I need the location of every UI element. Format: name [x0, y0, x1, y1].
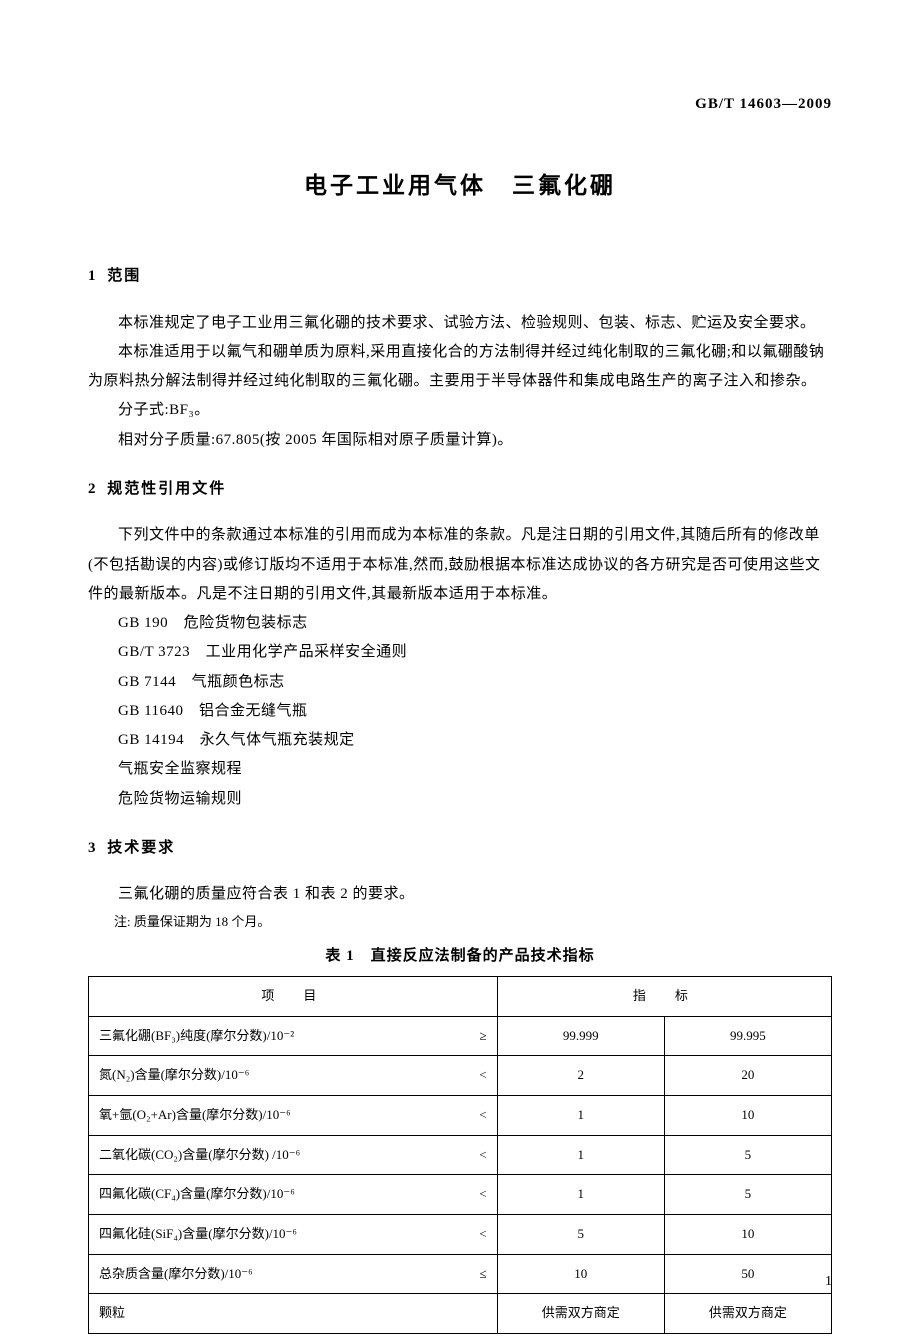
table-row: 三氟化硼(BF₃)纯度(摩尔分数)/10⁻² ≥ 99.999 99.995 — [89, 1016, 832, 1056]
table-row: 总杂质含量(摩尔分数)/10⁻⁶ ≤ 10 50 — [89, 1254, 832, 1294]
table-row: 氮(N₂)含量(摩尔分数)/10⁻⁶ < 2 20 — [89, 1056, 832, 1096]
cell-op: < — [479, 1222, 486, 1247]
table-cell: 50 — [664, 1254, 831, 1294]
table-cell: 10 — [497, 1254, 664, 1294]
section-1-paragraph: 分子式:BF₃。 — [88, 396, 832, 425]
cell-op: < — [479, 1063, 486, 1088]
section-3-header: 3 技术要求 — [88, 834, 832, 863]
table-cell: 二氧化碳(CO₂)含量(摩尔分数) /10⁻⁶ < — [89, 1135, 498, 1175]
table-cell: 10 — [664, 1215, 831, 1255]
cell-item: 氮(N₂)含量(摩尔分数)/10⁻⁶ — [99, 1067, 249, 1082]
table-cell: 5 — [664, 1175, 831, 1215]
section-2-name: 规范性引用文件 — [107, 481, 226, 497]
cell-op: ≥ — [480, 1024, 487, 1049]
reference-item: 危险货物运输规则 — [88, 785, 832, 814]
section-1-paragraph: 相对分子质量:67.805(按 2005 年国际相对原子质量计算)。 — [88, 426, 832, 455]
table-cell: 四氟化碳(CF₄)含量(摩尔分数)/10⁻⁶ < — [89, 1175, 498, 1215]
section-3-name: 技术要求 — [107, 840, 175, 856]
table-header-row: 项 目 指 标 — [89, 976, 832, 1016]
table-row: 四氟化硅(SiF₄)含量(摩尔分数)/10⁻⁶ < 5 10 — [89, 1215, 832, 1255]
table-cell: 供需双方商定 — [497, 1294, 664, 1334]
cell-item: 四氟化硅(SiF₄)含量(摩尔分数)/10⁻⁶ — [99, 1226, 297, 1241]
cell-op: < — [479, 1143, 486, 1168]
section-1-paragraph: 本标准规定了电子工业用三氟化硼的技术要求、试验方法、检验规则、包装、标志、贮运及… — [88, 309, 832, 338]
table-row: 二氧化碳(CO₂)含量(摩尔分数) /10⁻⁶ < 1 5 — [89, 1135, 832, 1175]
reference-item: GB/T 3723 工业用化学产品采样安全通则 — [88, 638, 832, 667]
table-header-item: 项 目 — [89, 976, 498, 1016]
table-cell: 1 — [497, 1095, 664, 1135]
table-row: 氧+氩(O₂+Ar)含量(摩尔分数)/10⁻⁶ < 1 10 — [89, 1095, 832, 1135]
cell-op: < — [479, 1103, 486, 1128]
section-1-number: 1 — [88, 262, 96, 291]
cell-item: 四氟化碳(CF₄)含量(摩尔分数)/10⁻⁶ — [99, 1186, 295, 1201]
table-cell: 2 — [497, 1056, 664, 1096]
table-cell: 10 — [664, 1095, 831, 1135]
table-cell: 氮(N₂)含量(摩尔分数)/10⁻⁶ < — [89, 1056, 498, 1096]
cell-item: 二氧化碳(CO₂)含量(摩尔分数) /10⁻⁶ — [99, 1147, 300, 1162]
section-1-name: 范围 — [107, 268, 141, 284]
table-caption: 表 1 直接反应法制备的产品技术指标 — [88, 942, 832, 971]
table-cell: 20 — [664, 1056, 831, 1096]
section-3-note: 注: 质量保证期为 18 个月。 — [88, 910, 832, 935]
cell-op: ≤ — [480, 1262, 487, 1287]
table-header-spec: 指 标 — [497, 976, 831, 1016]
table-cell: 四氟化硅(SiF₄)含量(摩尔分数)/10⁻⁶ < — [89, 1215, 498, 1255]
reference-item: GB 14194 永久气体气瓶充装规定 — [88, 726, 832, 755]
table-cell: 氧+氩(O₂+Ar)含量(摩尔分数)/10⁻⁶ < — [89, 1095, 498, 1135]
table-row: 颗粒 供需双方商定 供需双方商定 — [89, 1294, 832, 1334]
cell-item: 总杂质含量(摩尔分数)/10⁻⁶ — [99, 1266, 253, 1281]
cell-op: < — [479, 1182, 486, 1207]
table-cell: 1 — [497, 1175, 664, 1215]
table-cell: 三氟化硼(BF₃)纯度(摩尔分数)/10⁻² ≥ — [89, 1016, 498, 1056]
reference-item: GB 11640 铝合金无缝气瓶 — [88, 697, 832, 726]
page-title: 电子工业用气体 三氟化硼 — [88, 164, 832, 208]
section-3-paragraph: 三氟化硼的质量应符合表 1 和表 2 的要求。 — [88, 880, 832, 909]
spec-table: 项 目 指 标 三氟化硼(BF₃)纯度(摩尔分数)/10⁻² ≥ 99.999 9… — [88, 976, 832, 1334]
page-number: 1 — [825, 1269, 832, 1296]
table-cell: 99.995 — [664, 1016, 831, 1056]
section-2-number: 2 — [88, 475, 96, 504]
cell-item: 颗粒 — [99, 1305, 125, 1320]
section-2-paragraph: 下列文件中的条款通过本标准的引用而成为本标准的条款。凡是注日期的引用文件,其随后… — [88, 521, 832, 609]
table-cell: 供需双方商定 — [664, 1294, 831, 1334]
section-2-header: 2 规范性引用文件 — [88, 475, 832, 504]
section-1-header: 1 范围 — [88, 262, 832, 291]
standard-code: GB/T 14603—2009 — [88, 90, 832, 119]
table-row: 四氟化碳(CF₄)含量(摩尔分数)/10⁻⁶ < 1 5 — [89, 1175, 832, 1215]
table-cell: 总杂质含量(摩尔分数)/10⁻⁶ ≤ — [89, 1254, 498, 1294]
reference-item: GB 190 危险货物包装标志 — [88, 609, 832, 638]
table-cell: 1 — [497, 1135, 664, 1175]
cell-item: 三氟化硼(BF₃)纯度(摩尔分数)/10⁻² — [99, 1028, 294, 1043]
section-3-number: 3 — [88, 834, 96, 863]
table-cell: 99.999 — [497, 1016, 664, 1056]
reference-item: 气瓶安全监察规程 — [88, 755, 832, 784]
cell-item: 氧+氩(O₂+Ar)含量(摩尔分数)/10⁻⁶ — [99, 1107, 291, 1122]
table-cell: 颗粒 — [89, 1294, 498, 1334]
reference-item: GB 7144 气瓶颜色标志 — [88, 668, 832, 697]
table-cell: 5 — [664, 1135, 831, 1175]
section-1-paragraph: 本标准适用于以氟气和硼单质为原料,采用直接化合的方法制得并经过纯化制取的三氟化硼… — [88, 338, 832, 397]
table-cell: 5 — [497, 1215, 664, 1255]
